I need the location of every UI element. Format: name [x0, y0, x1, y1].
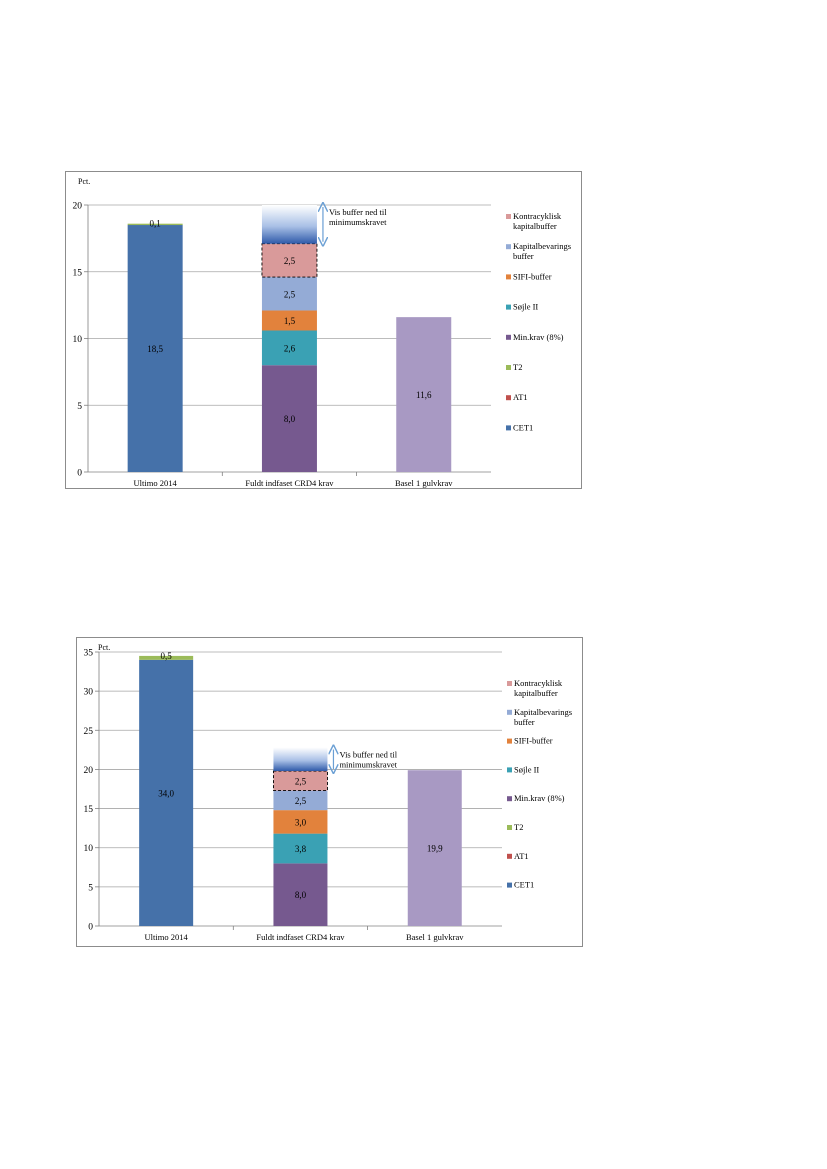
legend-swatch — [507, 853, 512, 859]
y-tick-label: 20 — [73, 202, 83, 212]
legend-label: kapitalbuffer — [514, 688, 558, 698]
legend-swatch — [506, 244, 511, 250]
x-tick-label: Basel 1 gulvkrav — [395, 478, 453, 488]
y-tick-label: 20 — [84, 766, 94, 776]
chart-1-svg: Pct. 0 5 10 15 20 Ultimo 2014 Fuldt indfaset CR… — [73, 177, 572, 488]
bar-segment — [273, 810, 328, 834]
data-label: 3,0 — [295, 817, 307, 827]
bar-segment — [261, 243, 318, 278]
data-label: 34,0 — [158, 788, 174, 798]
legend-label: T2 — [514, 822, 523, 832]
legend-label: Min.krav (8%) — [513, 332, 564, 342]
data-label: 8,0 — [284, 414, 296, 424]
y-tick-label: 10 — [84, 844, 94, 854]
bar-segment — [261, 277, 317, 311]
legend-label: CET1 — [513, 422, 533, 432]
legend-label: kapitalbuffer — [513, 221, 557, 231]
legend-label: T2 — [513, 362, 522, 372]
chart-2-svg: Pct. 0 5 10 15 20 25 30 35 Ultimo 2014 Fuldt indfa… — [84, 643, 573, 942]
legend-label: AT1 — [514, 851, 529, 861]
data-label: 2,5 — [295, 776, 307, 786]
annotation-text: minimumskravet — [339, 760, 397, 770]
x-tick-label: Basel 1 gulvkrav — [406, 932, 464, 942]
data-label: 8,0 — [295, 890, 307, 900]
bar-segment — [139, 659, 194, 926]
bar-segment — [407, 770, 462, 926]
legend-label: AT1 — [513, 392, 528, 402]
y-tick-label: 15 — [73, 268, 83, 278]
y-tick-label: 5 — [77, 402, 82, 412]
x-tick-label: Ultimo 2014 — [145, 932, 189, 942]
data-label: 2,5 — [284, 289, 296, 299]
legend-swatch — [507, 796, 512, 802]
legend-swatch — [506, 395, 511, 401]
y-tick-label: 25 — [84, 727, 94, 737]
y-tick-label: 30 — [84, 688, 94, 698]
data-label: 0,1 — [150, 219, 161, 229]
legend-label: Kapitalbevarings — [513, 241, 571, 251]
data-label: 3,8 — [295, 844, 307, 854]
legend-swatch — [507, 825, 512, 830]
buffer-gradient-area — [261, 205, 317, 244]
y-axis-label: Pct. — [78, 177, 90, 186]
legend-label: buffer — [513, 251, 534, 261]
legend-swatch — [507, 709, 512, 715]
legend-label: Søjle II — [514, 764, 539, 774]
legend-label: SIFI-buffer — [513, 271, 552, 281]
legend-swatch — [506, 365, 511, 370]
x-tick-label: Fuldt indfaset CRD4 krav — [245, 478, 334, 488]
bar-segment — [261, 330, 317, 366]
legend-label: Kontracyklisk — [514, 678, 563, 688]
legend-label: Søjle II — [513, 302, 538, 312]
data-label: 1,5 — [284, 316, 296, 326]
bar-segment — [261, 310, 317, 331]
legend-label: SIFI-buffer — [514, 736, 553, 746]
bar-segment — [261, 365, 317, 472]
legend-swatch — [506, 425, 511, 431]
bar-segment — [127, 225, 183, 472]
data-label: 2,5 — [284, 256, 296, 266]
legend-label: Min.krav (8%) — [514, 793, 565, 803]
y-axis-label: Pct. — [98, 643, 110, 652]
legend-swatch — [506, 214, 511, 219]
legend-label: Kontracyklisk — [513, 211, 562, 221]
bar-segment — [273, 863, 328, 926]
annotation-text: Vis buffer ned til — [339, 750, 397, 760]
x-tick-label: Fuldt indfaset CRD4 krav — [256, 932, 345, 942]
chart-1: Pct. 0 5 10 15 20 Ultimo 2014 Fuldt indfaset CR… — [65, 171, 582, 489]
bar-segment — [273, 790, 328, 811]
y-tick-label: 5 — [88, 883, 93, 893]
bar-segment — [127, 223, 183, 226]
bar-segment — [273, 833, 328, 864]
legend-label: buffer — [514, 717, 535, 727]
bar-segment — [272, 770, 328, 792]
legend-swatch — [506, 274, 511, 280]
legend-swatch — [506, 304, 511, 310]
y-tick-label: 10 — [73, 335, 83, 345]
data-label: 19,9 — [427, 844, 443, 854]
data-label: 18,5 — [147, 344, 163, 354]
annotation-text: Vis buffer ned til — [329, 207, 387, 217]
chart-2: Pct. 0 5 10 15 20 25 30 35 Ultimo 2014 Fuldt indfa… — [76, 637, 583, 947]
bar-segment — [139, 655, 194, 660]
data-label: 0,5 — [161, 651, 173, 661]
annotation-text: minimumskravet — [329, 217, 387, 227]
y-tick-label: 15 — [84, 805, 94, 815]
legend-label: CET1 — [514, 880, 534, 890]
data-label: 2,6 — [284, 343, 296, 353]
legend-swatch — [507, 882, 512, 888]
x-tick-label: Ultimo 2014 — [134, 478, 178, 488]
y-tick-label: 0 — [77, 469, 82, 479]
legend-swatch — [506, 334, 511, 340]
data-label: 11,6 — [416, 390, 432, 400]
buffer-gradient-area — [273, 747, 328, 771]
bar-segment — [396, 317, 452, 472]
legend-swatch — [507, 738, 512, 744]
data-label: 2,5 — [295, 796, 307, 806]
legend-swatch — [507, 767, 512, 773]
y-tick-label: 0 — [88, 923, 93, 933]
legend-swatch — [507, 681, 512, 686]
y-tick-label: 35 — [84, 649, 94, 659]
legend-label: Kapitalbevarings — [514, 707, 572, 717]
